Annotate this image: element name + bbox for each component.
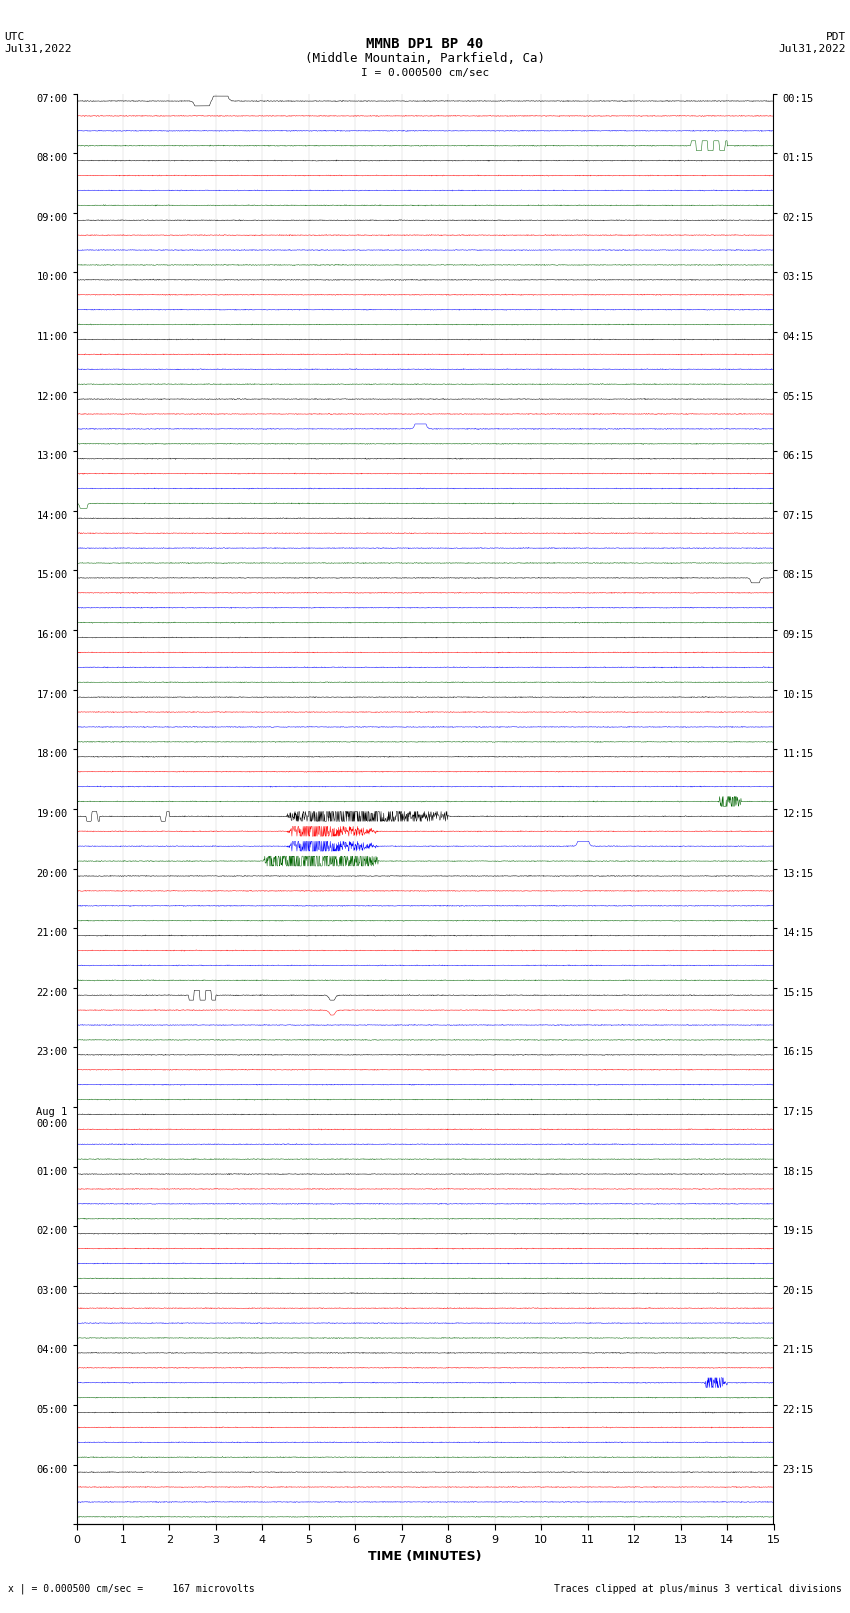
- Text: Traces clipped at plus/minus 3 vertical divisions: Traces clipped at plus/minus 3 vertical …: [553, 1584, 842, 1594]
- Text: I = 0.000500 cm/sec: I = 0.000500 cm/sec: [361, 68, 489, 77]
- Text: Jul31,2022: Jul31,2022: [4, 44, 71, 53]
- Text: x | = 0.000500 cm/sec =     167 microvolts: x | = 0.000500 cm/sec = 167 microvolts: [8, 1582, 255, 1594]
- Text: MMNB DP1 BP 40: MMNB DP1 BP 40: [366, 37, 484, 52]
- X-axis label: TIME (MINUTES): TIME (MINUTES): [368, 1550, 482, 1563]
- Text: PDT: PDT: [825, 32, 846, 42]
- Text: UTC: UTC: [4, 32, 25, 42]
- Text: (Middle Mountain, Parkfield, Ca): (Middle Mountain, Parkfield, Ca): [305, 52, 545, 65]
- Text: Jul31,2022: Jul31,2022: [779, 44, 846, 53]
